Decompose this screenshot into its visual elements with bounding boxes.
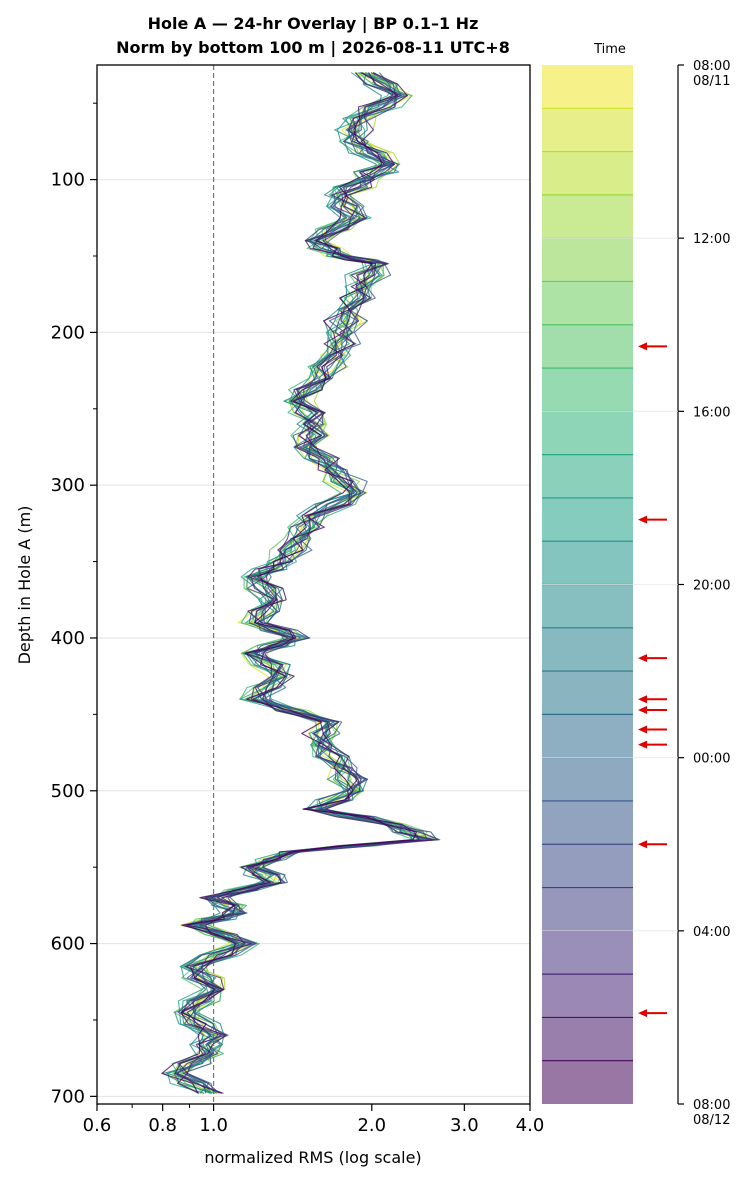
trace-line (166, 72, 414, 1094)
colorbar-band (542, 671, 633, 715)
trace-line (179, 72, 432, 1094)
trace-line (175, 72, 415, 1094)
trace-line (173, 72, 421, 1094)
colorbar-band (542, 1017, 633, 1061)
trace-line (179, 72, 439, 1094)
trace-line (176, 72, 438, 1094)
y-axis-ticks: 100 200 300 400 500 600 700 (51, 102, 97, 1107)
colorbar-band (542, 1060, 633, 1104)
colorbar-band (542, 324, 633, 369)
event-arrow-head (638, 740, 647, 749)
x-tick-label: 1.0 (199, 1115, 228, 1136)
colorbar-tick-label: 04:00 (693, 925, 730, 940)
event-arrow-head (638, 695, 647, 704)
colorbar-band (542, 108, 633, 152)
x-tick-label: 2.0 (357, 1115, 386, 1136)
colorbar-tick-label: 08/11 (693, 74, 730, 89)
event-arrow-head (638, 706, 647, 715)
trace-line (181, 72, 425, 1094)
y-tick-label: 100 (51, 170, 85, 191)
event-arrow-head (638, 515, 647, 524)
colorbar-tick-label: 08/12 (693, 1113, 730, 1128)
colorbar-band (542, 454, 633, 498)
colorbar-band (542, 584, 633, 628)
colorbar-tick-label: 16:00 (693, 405, 730, 420)
x-tick-label: 0.8 (148, 1115, 177, 1136)
colorbar-tick-label: 20:00 (693, 579, 730, 594)
trace-line (172, 72, 433, 1094)
colorbar-band (542, 368, 633, 412)
colorbar-band (542, 714, 633, 758)
colorbar-axis: 08:0008/1112:0016:0020:0000:0004:0008:00… (542, 59, 730, 1128)
y-tick-label: 400 (51, 628, 85, 649)
x-tick-label: 0.6 (83, 1115, 112, 1136)
colorbar-band (542, 151, 633, 195)
colorbar-band (542, 194, 633, 239)
colorbar-band (542, 497, 633, 542)
colorbar-tick-label: 00:00 (693, 752, 730, 767)
colorbar-title: Time (593, 42, 626, 57)
trace-line (183, 72, 420, 1094)
trace-line (166, 72, 433, 1094)
colorbar-band (542, 411, 633, 455)
x-tick-label: 3.0 (450, 1115, 479, 1136)
colorbar-band (542, 757, 633, 801)
colorbar-band (542, 800, 633, 845)
colorbar-band (542, 238, 633, 282)
y-gridlines (97, 179, 530, 1097)
colorbar-band (542, 844, 633, 888)
colorbar-band (542, 974, 633, 1018)
trace-line (162, 72, 413, 1094)
trace-line (175, 72, 432, 1094)
trace-line (177, 72, 435, 1094)
colorbar-band (542, 541, 633, 585)
colorbar-band (542, 281, 633, 325)
colorbar-band (542, 930, 633, 975)
y-tick-label: 600 (51, 934, 85, 955)
y-tick-label: 200 (51, 322, 85, 343)
chart-title-line2: Norm by bottom 100 m | 2026-08-11 UTC+8 (116, 38, 510, 58)
event-arrow-head (638, 654, 647, 663)
y-tick-label: 300 (51, 475, 85, 496)
x-axis-label: normalized RMS (log scale) (204, 1148, 421, 1167)
colorbar-tick-label: 08:00 (693, 1098, 730, 1113)
y-tick-label: 500 (51, 781, 85, 802)
chart-title-line1: Hole A — 24-hr Overlay | BP 0.1–1 Hz (148, 14, 479, 34)
colorbar-tick-label: 12:00 (693, 232, 730, 247)
x-tick-label: 4.0 (516, 1115, 545, 1136)
colorbar-tick-label: 08:00 (693, 59, 730, 74)
colorbar-band (542, 65, 633, 109)
trace-line (174, 72, 420, 1094)
trace-line (161, 72, 417, 1094)
y-axis-label: Depth in Hole A (m) (15, 506, 34, 665)
event-arrow-head (638, 840, 647, 849)
event-arrows (638, 342, 667, 1018)
trace-line (182, 72, 428, 1094)
trace-line (180, 72, 428, 1094)
trace-line (177, 72, 435, 1094)
trace-line (173, 72, 423, 1094)
trace-line (171, 72, 418, 1094)
colorbar-band (542, 887, 633, 931)
trace-overlay (161, 72, 441, 1094)
trace-line (177, 72, 427, 1094)
time-colorbar (542, 65, 633, 1104)
y-tick-label: 700 (51, 1086, 85, 1107)
event-arrow-head (638, 342, 647, 351)
event-arrow-head (638, 725, 647, 734)
trace-line (167, 72, 421, 1094)
trace-line (181, 72, 440, 1094)
event-arrow-head (638, 1009, 647, 1018)
plot-frame (96, 64, 531, 1105)
colorbar-band (542, 627, 633, 672)
x-axis-ticks: 0.6 0.8 1.0 2.0 3.0 4.0 (83, 1104, 545, 1136)
